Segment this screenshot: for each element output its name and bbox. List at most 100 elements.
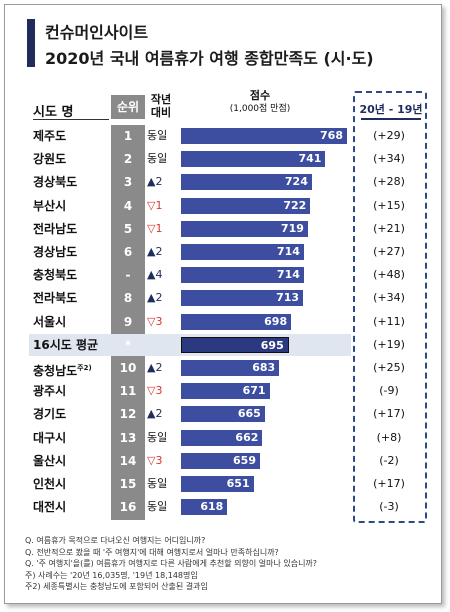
year-difference: (+21): [373, 221, 405, 235]
rank-change: ▽3: [147, 314, 163, 328]
score-bar: 722: [181, 197, 311, 214]
region-name: 울산시: [33, 453, 67, 468]
rank-value: *: [124, 337, 132, 352]
score-unit-header: (1,000점 만점): [229, 104, 291, 114]
score-label: 714: [276, 245, 300, 258]
diff-column-frame: [353, 91, 427, 523]
footnotes: Q. 여름휴가 목적으로 다녀오신 여행지는 어디입니까? Q. 전반적으로 봤을…: [25, 535, 435, 593]
score-bar: 741: [181, 151, 326, 168]
score-bar: 618: [181, 499, 228, 516]
year-difference: (+29): [373, 129, 405, 142]
rank-change: 동일: [147, 430, 168, 444]
rank-value: 8: [123, 291, 133, 306]
region-name: 경상남도: [33, 245, 78, 259]
region-name: 충청북도: [33, 268, 78, 283]
title-accent-bar: [27, 19, 35, 67]
rank-value: 12: [119, 407, 137, 422]
table-row: 대전시 16 동일 618 (-3): [5, 496, 441, 518]
score-label: 698: [264, 314, 288, 328]
score-bar: 714: [181, 244, 304, 260]
rank-value: 6: [123, 245, 133, 259]
score-label: 714: [276, 268, 300, 282]
rank-column-background: [111, 125, 145, 520]
score-label: 659: [233, 453, 256, 467]
score-label: 662: [235, 430, 259, 444]
rank-change: 동일: [147, 129, 168, 142]
year-difference: (-9): [379, 384, 399, 398]
score-bar: 651: [181, 476, 254, 492]
rank-change: ▽1: [147, 198, 163, 212]
table-row: 강원도 2 동일 741 (+34): [5, 148, 441, 170]
rank-change: 동일: [147, 152, 168, 166]
score-label: 768: [320, 129, 343, 142]
region-name: 대전시: [33, 500, 67, 515]
diff-header: 20년 - 19년: [359, 103, 423, 116]
score-bar: 713: [181, 290, 304, 307]
table-row: 충청남도주2) 10 ▲2 683 (+25): [5, 357, 441, 379]
score-label: 713: [276, 291, 300, 305]
chart-title: 2020년 국내 여름휴가 여행 종합만족도 (시·도): [45, 49, 374, 68]
score-label: 671: [242, 384, 266, 398]
footnote-line: Q. 전반적으로 봤을 때 '주 여행지'에 대해 여행지로서 얼마나 만족하십…: [25, 547, 279, 557]
change-header: 작년 대비: [150, 93, 172, 119]
year-difference: (+48): [373, 268, 405, 282]
score-bar: 724: [181, 174, 312, 191]
rank-value: 3: [123, 175, 133, 190]
table-row: 전라북도 8 ▲2 713 (+34): [5, 287, 441, 309]
region-header-underline: [33, 119, 109, 120]
year-difference: (+34): [373, 291, 405, 305]
average-row: 16시도 평균 * 695 (+19): [5, 333, 441, 356]
score-bar: 671: [181, 383, 270, 400]
score-label: 719: [280, 221, 304, 235]
rank-change: 동일: [147, 477, 168, 490]
region-header: 시도 명: [33, 105, 74, 120]
score-bar: 698: [181, 313, 292, 330]
region-name: 서울시: [33, 314, 67, 329]
year-difference: (+11): [373, 314, 405, 328]
rank-change: ▲2: [147, 291, 163, 305]
score-bar: 695: [181, 336, 289, 353]
table-row: 제주도 1 동일 768 (+29): [5, 125, 441, 147]
rank-value: -: [125, 268, 131, 283]
year-difference: (+27): [373, 245, 405, 258]
score-bar: 714: [181, 267, 304, 284]
region-name: 전라북도: [33, 291, 78, 306]
region-footnote-mark: 주2): [77, 364, 92, 372]
rank-header: 순위: [111, 95, 145, 119]
region-name: 부산시: [33, 198, 67, 213]
rank-change: ▲2: [147, 245, 163, 258]
table-row: 전라남도 5 ▽1 719 (+21): [5, 218, 441, 240]
region-name: 강원도: [33, 152, 67, 167]
score-label: 651: [226, 477, 250, 490]
rank-change: ▽3: [147, 384, 163, 398]
region-name: 16시도 평균: [33, 337, 99, 352]
rank-value: 9: [123, 314, 133, 329]
year-difference: (+25): [373, 361, 405, 374]
year-difference: (+17): [373, 477, 405, 490]
rank-value: 14: [119, 453, 137, 468]
diff-header-underline: [361, 118, 421, 120]
score-label: 665: [237, 407, 261, 421]
footnote-line: 주) 사례수는 '20년 16,035명, '19년 18,148명임: [25, 570, 198, 580]
chart-card: 컨슈머인사이트 2020년 국내 여름휴가 여행 종합만족도 (시·도) 시도 …: [4, 4, 442, 604]
table-row: 인천시 15 동일 651 (+17): [5, 473, 441, 495]
region-name: 대구시: [33, 430, 67, 445]
score-label: 695: [260, 338, 284, 352]
region-name: 경상북도: [33, 175, 78, 190]
score-bar: 719: [181, 220, 308, 237]
year-difference: (+15): [373, 198, 405, 212]
rank-value: 16: [119, 500, 137, 515]
table-row: 경기도 12 ▲2 665 (+17): [5, 403, 441, 425]
rank-value: 2: [123, 152, 133, 167]
score-bar: 665: [181, 406, 265, 423]
rank-value: 4: [123, 198, 133, 213]
score-bar: 662: [181, 429, 263, 446]
rank-change: ▲2: [147, 175, 163, 189]
rank-value: 1: [123, 129, 133, 143]
score-label: 741: [298, 152, 322, 166]
score-label: 724: [284, 175, 308, 189]
region-name: 경기도: [33, 407, 67, 422]
year-difference: (+19): [373, 337, 405, 351]
rank-value: 15: [119, 477, 137, 491]
rank-value: 11: [119, 384, 137, 399]
